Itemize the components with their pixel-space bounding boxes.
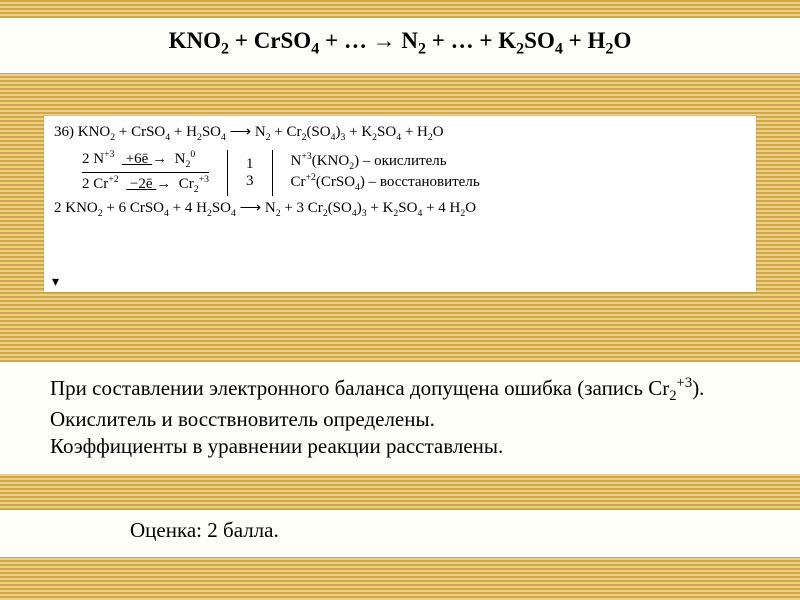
solution-line-1: 36) KNO2 + CrSO4 + H2SO4 ⟶ N2 + Cr2(SO4)… xyxy=(54,124,746,144)
multipliers: 1 3 xyxy=(246,156,254,189)
comment-text: При составлении электронного баланса доп… xyxy=(50,374,750,460)
oxidizer-label: N+3(KNO2) – окислитель xyxy=(291,152,480,173)
corner-mark: ▾ xyxy=(52,275,59,290)
half-reactions: 2 N+3 +6ē → N20 2 Cr+2 −2ē → Cr2+3 xyxy=(82,150,209,196)
mult-2: 3 xyxy=(246,173,254,190)
half-reaction-n: 2 N+3 +6ē → N20 xyxy=(82,150,209,174)
redox-labels: N+3(KNO2) – окислитель Cr+2(CrSO4) – вос… xyxy=(291,152,480,193)
mult-1: 1 xyxy=(246,156,254,173)
title-panel: KNO2 + CrSO4 + … → N2 + … + K2SO4 + H2O xyxy=(0,18,800,73)
task-equation: KNO2 + CrSO4 + … → N2 + … + K2SO4 + H2O xyxy=(40,28,760,59)
teacher-comment: При составлении электронного баланса доп… xyxy=(0,362,800,474)
electron-balance-block: 2 N+3 +6ē → N20 2 Cr+2 −2ē → Cr2+3 1 3 N… xyxy=(82,150,746,196)
score-text: Оценка: 2 балла. xyxy=(130,518,279,542)
half-reaction-cr: 2 Cr+2 −2ē → Cr2+3 xyxy=(82,175,209,196)
item-number: 36) xyxy=(54,124,74,140)
balanced-equation: 2 KNO2 + 6 CrSO4 + 4 H2SO4 ⟶ N2 + 3 Cr2(… xyxy=(54,200,746,220)
unbalanced-equation: KNO2 + CrSO4 + H2SO4 ⟶ N2 + Cr2(SO4)3 + … xyxy=(78,124,444,140)
divider-2 xyxy=(272,150,273,196)
score-panel: Оценка: 2 балла. xyxy=(0,510,800,557)
handwritten-solution: 36) KNO2 + CrSO4 + H2SO4 ⟶ N2 + Cr2(SO4)… xyxy=(44,116,756,292)
reducer-label: Cr+2(CrSO4) – восстановитель xyxy=(291,173,480,194)
divider-1 xyxy=(227,150,228,196)
